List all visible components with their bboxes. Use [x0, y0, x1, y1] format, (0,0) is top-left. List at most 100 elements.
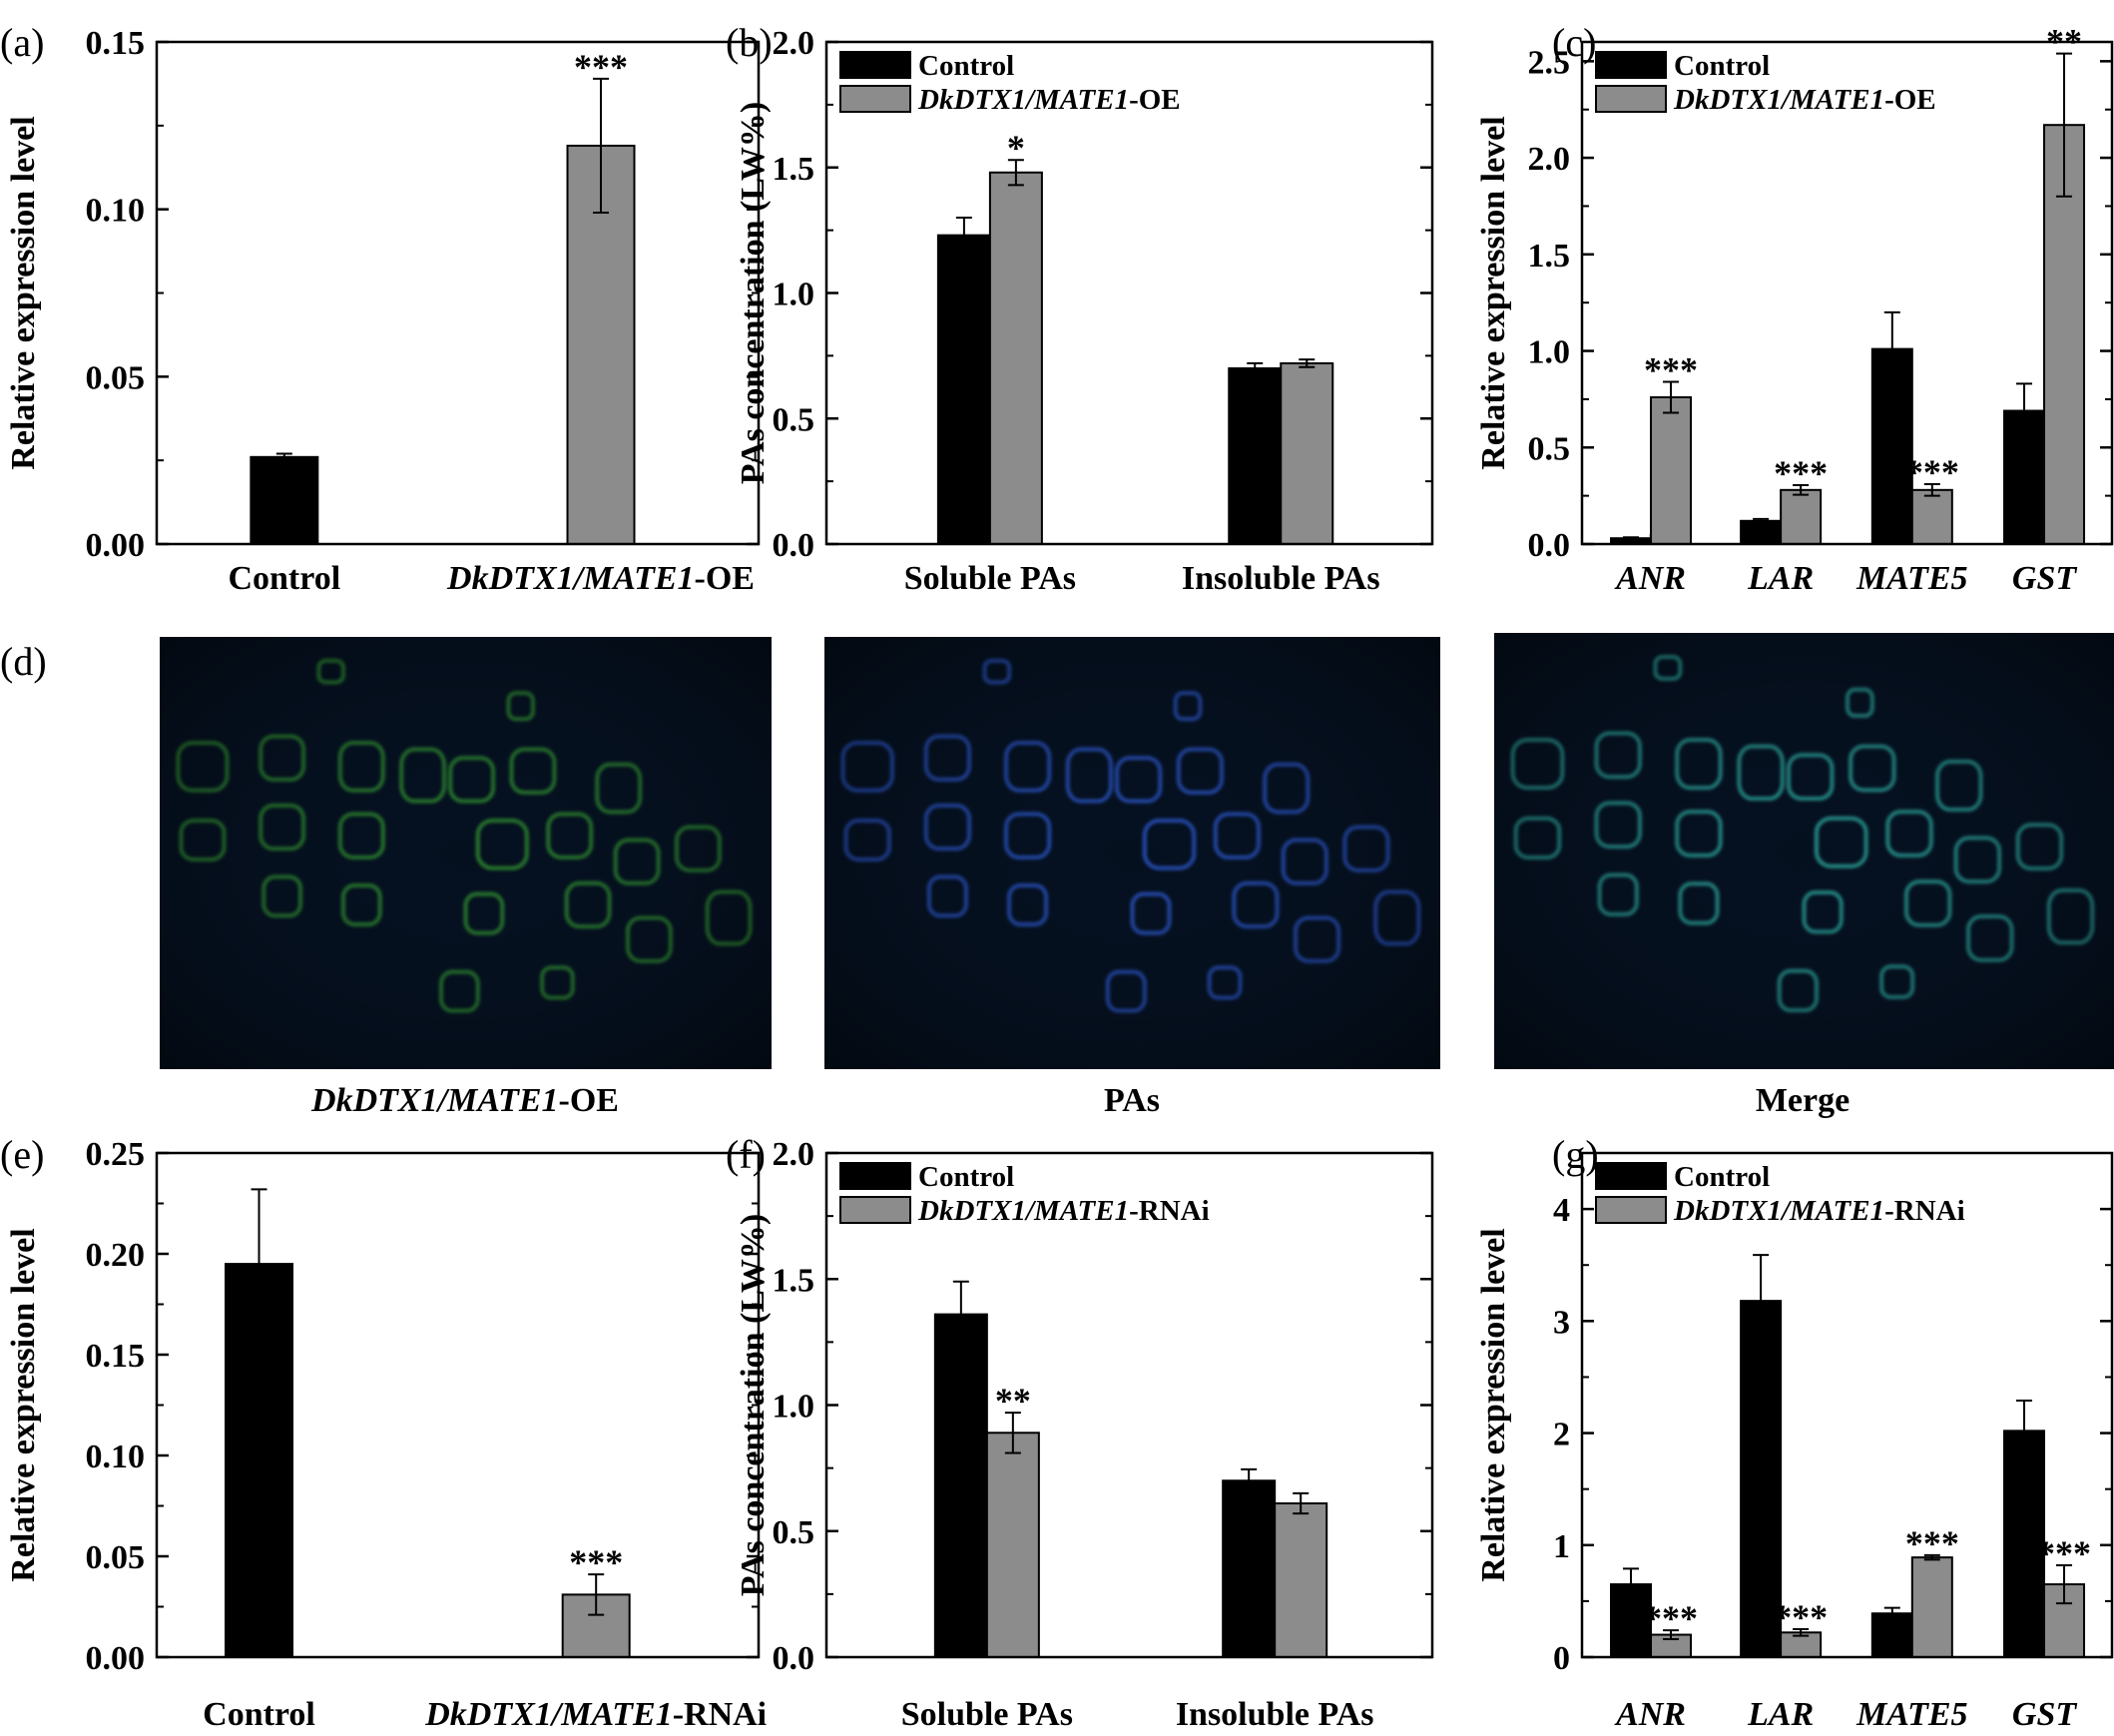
plot-frame	[1580, 1151, 2114, 1659]
legend-label: Control	[918, 50, 1014, 82]
y-axis-title: PAs concentration (LW%)	[735, 1214, 772, 1596]
y-tick-label: 0.05	[86, 1539, 146, 1576]
y-tick-label: 0.0	[1528, 527, 1571, 564]
significance-marker: ***	[574, 47, 628, 87]
panel-letter: (b)	[726, 20, 773, 65]
y-tick-label: 1.5	[1528, 238, 1571, 275]
bar	[1780, 488, 1823, 546]
bar	[1228, 366, 1283, 546]
micrographs-layer: (d) DkDTX1/MATE1-OE PAs Merge	[0, 633, 2114, 1119]
y-axis-title: Relative expression level	[1475, 116, 1512, 469]
y-tick-label: 2.0	[773, 25, 815, 62]
panel-letter: (f)	[726, 1132, 766, 1177]
x-category-label: Soluble PAs	[901, 1696, 1073, 1733]
significance-marker: ***	[1905, 452, 1959, 492]
y-tick-label: 0.10	[86, 193, 146, 230]
legend-label: Control	[918, 1161, 1014, 1193]
bar	[936, 234, 991, 545]
x-category-label: LAR	[1747, 1696, 1814, 1733]
plot-frame	[1580, 40, 2114, 546]
y-axis-title: Relative expression level	[5, 116, 42, 469]
y-tick-label: 0	[1553, 1640, 1570, 1677]
significance-marker: ***	[569, 1542, 623, 1582]
legend-swatch	[1595, 85, 1667, 113]
y-axis-title: Relative expression level	[1475, 1228, 1512, 1581]
legend-label: DkDTX1/MATE1-OE	[917, 84, 1181, 116]
legend-swatch	[839, 85, 911, 113]
y-tick-label: 0.0	[773, 527, 815, 564]
micrograph-green: DkDTX1/MATE1-OE	[160, 637, 772, 1119]
y-tick-label: 1.0	[773, 277, 815, 313]
y-tick-label: 0.25	[86, 1136, 146, 1173]
bar	[985, 1432, 1040, 1659]
micrograph-caption: PAs	[1104, 1082, 1160, 1119]
y-tick-label: 2.0	[1528, 141, 1571, 178]
panel-letter: (g)	[1552, 1132, 1599, 1177]
y-tick-label: 0.15	[86, 25, 146, 62]
plot-frame	[824, 40, 1434, 546]
x-category-label: Control	[228, 560, 340, 597]
x-category-label: Insoluble PAs	[1182, 560, 1380, 597]
x-category-label: ANR	[1614, 560, 1686, 597]
significance-marker: ***	[1774, 453, 1828, 493]
y-tick-label: 1.0	[1528, 334, 1571, 371]
legend-label: DkDTX1/MATE1-RNAi	[1673, 1195, 1965, 1227]
x-category-label: GST	[2012, 1696, 2077, 1733]
bar	[1740, 1300, 1783, 1658]
panel-letter: (a)	[0, 20, 44, 65]
legend-swatch	[839, 51, 911, 79]
y-axis-title: PAs concentration (LW%)	[735, 102, 772, 484]
bar	[1274, 1501, 1328, 1658]
bar	[1910, 1556, 1953, 1658]
legend-label: Control	[1674, 1161, 1770, 1193]
x-category-label: DkDTX1/MATE1-RNAi	[424, 1696, 767, 1733]
bar	[2003, 1430, 2046, 1659]
bar	[1740, 519, 1783, 545]
x-category-label: MATE5	[1855, 1696, 1967, 1733]
significance-marker: ***	[1905, 1523, 1959, 1563]
bar	[1910, 488, 1953, 546]
y-tick-label: 4	[1553, 1192, 1570, 1229]
y-tick-label: 1	[1553, 1528, 1570, 1565]
legend-swatch	[1595, 1162, 1667, 1190]
legend-swatch	[839, 1196, 911, 1224]
y-tick-label: 1.5	[773, 151, 815, 188]
micrograph-shading	[1494, 633, 2114, 1069]
y-tick-label: 2	[1553, 1417, 1570, 1453]
significance-marker: ***	[1774, 1597, 1828, 1637]
panel-letter: (d)	[0, 639, 47, 684]
y-tick-label: 2.5	[1528, 44, 1571, 81]
x-category-label: Soluble PAs	[904, 560, 1076, 597]
plot-frame	[824, 1151, 1434, 1659]
bar	[1650, 395, 1693, 545]
significance-marker: ***	[2037, 1533, 2091, 1573]
plot-frame	[155, 1151, 761, 1659]
significance-marker: *	[1007, 128, 1025, 168]
y-tick-label: 0.05	[86, 359, 146, 396]
legend-label: Control	[1674, 50, 1770, 82]
chart-panel: (e) 0.00 0.05 0.10 0.15 0.20 0.25 Relative expr…	[0, 1132, 767, 1733]
significance-marker: ***	[1644, 1598, 1698, 1638]
plot-frame	[155, 40, 761, 546]
bar	[988, 171, 1043, 545]
legend-label: DkDTX1/MATE1-RNAi	[917, 1195, 1210, 1227]
y-tick-label: 1.5	[773, 1262, 815, 1299]
legend-swatch	[1595, 51, 1667, 79]
x-category-label: DkDTX1/MATE1-OE	[446, 560, 755, 597]
bar	[250, 455, 319, 545]
y-tick-label: 0.5	[773, 401, 815, 438]
y-tick-label: 0.20	[86, 1237, 146, 1274]
chart-panel: (b) 0.0 0.5 1.0 1.5 2.0 PAs concentration (LW%…	[726, 20, 1434, 597]
significance-marker: **	[995, 1381, 1031, 1421]
y-tick-label: 0.5	[1528, 430, 1571, 467]
x-category-label: LAR	[1747, 560, 1814, 597]
micrograph-caption: DkDTX1/MATE1-OE	[310, 1082, 619, 1119]
x-category-label: Control	[203, 1696, 315, 1733]
y-tick-label: 0.00	[86, 527, 146, 564]
significance-marker: ***	[1644, 349, 1698, 389]
legend-swatch	[1595, 1196, 1667, 1224]
bar	[1222, 1479, 1277, 1658]
